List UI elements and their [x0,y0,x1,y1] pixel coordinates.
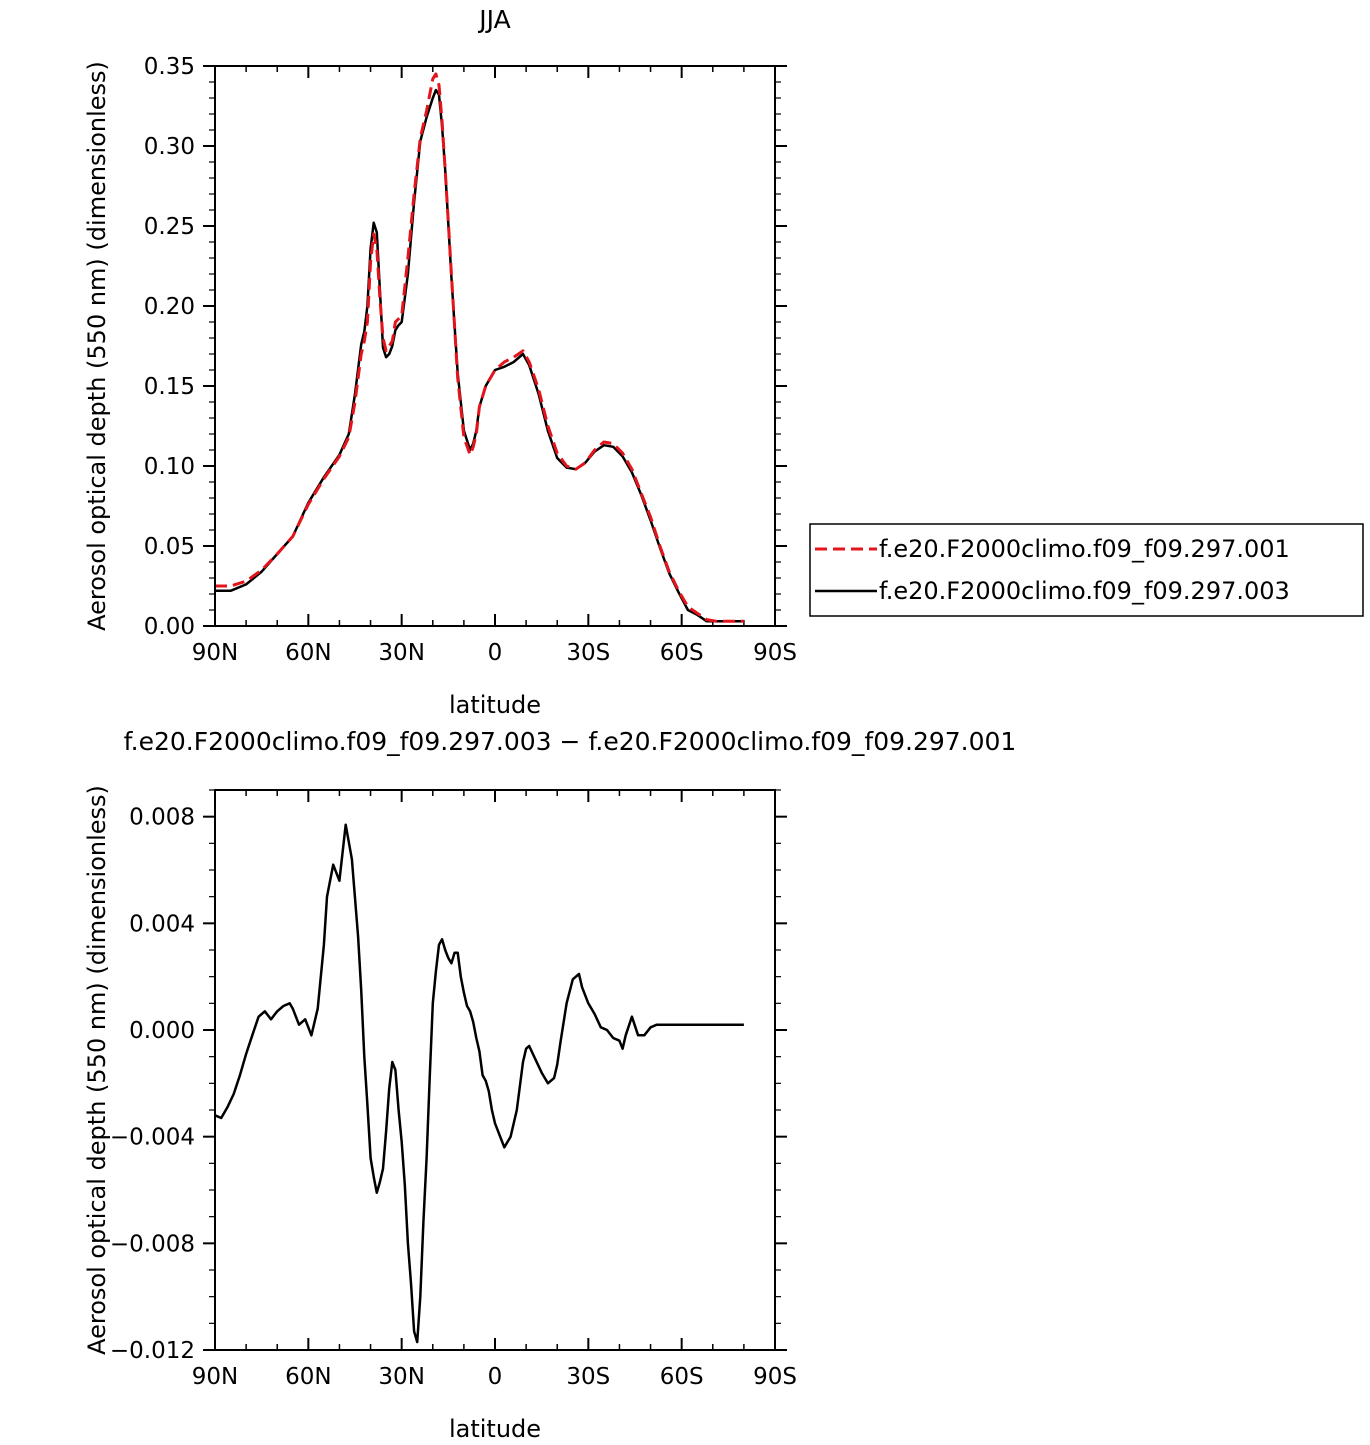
bottom-x-tick-label: 30N [378,1364,424,1390]
legend-box [809,523,1364,617]
top-y-tick-label: 0.05 [144,534,195,560]
bottom-series-lines [214,823,744,1344]
bottom-chart-title: f.e20.F2000climo.f09_f09.297.003 − f.e20… [124,727,1017,756]
legend-label-001: f.e20.F2000climo.f09_f09.297.001 [879,535,1290,563]
top-chart-title: JJA [477,5,510,34]
top-y-tick-label: 0.35 [144,54,195,80]
top-y-tick-label: 0.15 [144,374,195,400]
top-plot-frame [214,65,776,627]
top-x-tick-label: 90N [192,640,238,666]
bottom-plot-frame [214,789,776,1351]
bottom-y-tick-label: −0.012 [110,1338,195,1364]
top-y-tick-label: 0.25 [144,214,195,240]
top-x-tick-label: 60N [285,640,331,666]
bottom-x-tick-label: 30S [566,1364,610,1390]
bottom-y-tick-label: 0.004 [129,911,195,937]
bottom-y-tick-label: −0.008 [110,1231,195,1257]
bottom-y-tick-label: 0.000 [129,1018,195,1044]
top-x-tick-label: 60S [660,640,704,666]
top-x-tick-label: 90S [753,640,797,666]
bottom-y-axis-label: Aerosol optical depth (550 nm) (dimensio… [83,785,111,1355]
legend-label-003: f.e20.F2000climo.f09_f09.297.003 [879,577,1290,605]
bottom-panel: f.e20.F2000climo.f09_f09.297.003 − f.e20… [83,727,1016,1443]
top-x-tick-label: 30S [566,640,610,666]
top-y-tick-label: 0.30 [144,134,195,160]
top-y-tick-label: 0.00 [144,614,195,640]
top-series-line-1 [215,88,744,623]
top-y-axis-label: Aerosol optical depth (550 nm) (dimensio… [83,61,111,631]
bottom-x-tick-label: 90S [753,1364,797,1390]
top-x-tick-label: 0 [488,640,503,666]
bottom-y-tick-label: −0.004 [110,1125,195,1151]
bottom-x-tick-label: 60N [285,1364,331,1390]
top-ticks: 90N 60N 30N 0 30S 60S 90S 0.00 0.05 0.10 0.15 0.20 0… [144,54,797,666]
bottom-x-axis-label: latitude [449,1415,541,1443]
bottom-x-tick-label: 60S [660,1364,704,1390]
top-series-lines [215,72,744,623]
bottom-x-tick-label: 0 [488,1364,503,1390]
top-x-axis-label: latitude [449,691,541,719]
top-x-tick-label: 30N [378,640,424,666]
legend: f.e20.F2000climo.f09_f09.297.001 f.e20.F… [809,523,1364,617]
bottom-x-tick-label: 90N [192,1364,238,1390]
top-y-tick-label: 0.10 [144,454,195,480]
top-series-line-0 [215,72,744,623]
top-y-tick-label: 0.20 [144,294,195,320]
bottom-series-line-0 [214,823,744,1344]
top-panel: JJA 90N 60N 30N 0 30S 60S 90S 0.00 0.05 0.10 0.15 0… [83,5,797,719]
bottom-ticks: 90N 60N 30N 0 30S 60S 90S −0.012 −0.008 −0.004 0.0… [110,789,797,1390]
bottom-y-tick-label: 0.008 [129,805,195,831]
